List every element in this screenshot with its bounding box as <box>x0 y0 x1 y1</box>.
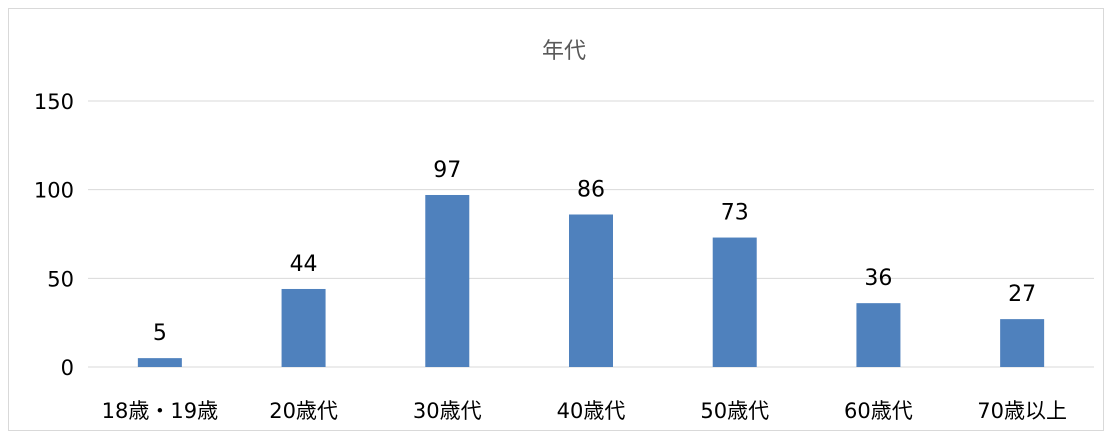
y-tick-label: 0 <box>61 356 74 380</box>
x-axis-categories: 18歳・19歳 20歳代 30歳代 40歳代 50歳代 60歳代 70歳以上 <box>102 399 1067 423</box>
bar <box>712 237 757 367</box>
bar <box>856 303 901 367</box>
category-label: 50歳代 <box>700 399 769 423</box>
y-tick-label: 150 <box>34 90 74 114</box>
data-label: 97 <box>433 158 461 183</box>
data-labels: 5 44 97 86 73 36 27 <box>153 158 1036 346</box>
category-label: 20歳代 <box>269 399 338 423</box>
y-axis-ticks: 0 50 100 150 <box>34 90 74 380</box>
category-label: 18歳・19歳 <box>102 399 218 423</box>
bar <box>569 214 613 367</box>
bar <box>1000 319 1045 367</box>
category-label: 60歳代 <box>844 399 913 423</box>
data-label: 27 <box>1008 282 1036 307</box>
chart-frame <box>8 8 1104 431</box>
data-label: 86 <box>577 177 605 202</box>
data-label: 73 <box>721 201 749 226</box>
bars <box>137 194 1045 367</box>
category-label: 30歳代 <box>413 399 482 423</box>
bar <box>425 194 470 367</box>
bar <box>281 288 326 367</box>
bar <box>137 358 182 367</box>
data-label: 36 <box>864 266 892 291</box>
category-label: 70歳以上 <box>977 399 1067 423</box>
y-tick-label: 50 <box>47 267 74 291</box>
data-label: 44 <box>290 252 318 277</box>
category-label: 40歳代 <box>557 399 626 423</box>
chart-title: 年代 <box>542 39 586 64</box>
data-label: 5 <box>153 321 167 346</box>
y-tick-label: 100 <box>34 179 74 203</box>
